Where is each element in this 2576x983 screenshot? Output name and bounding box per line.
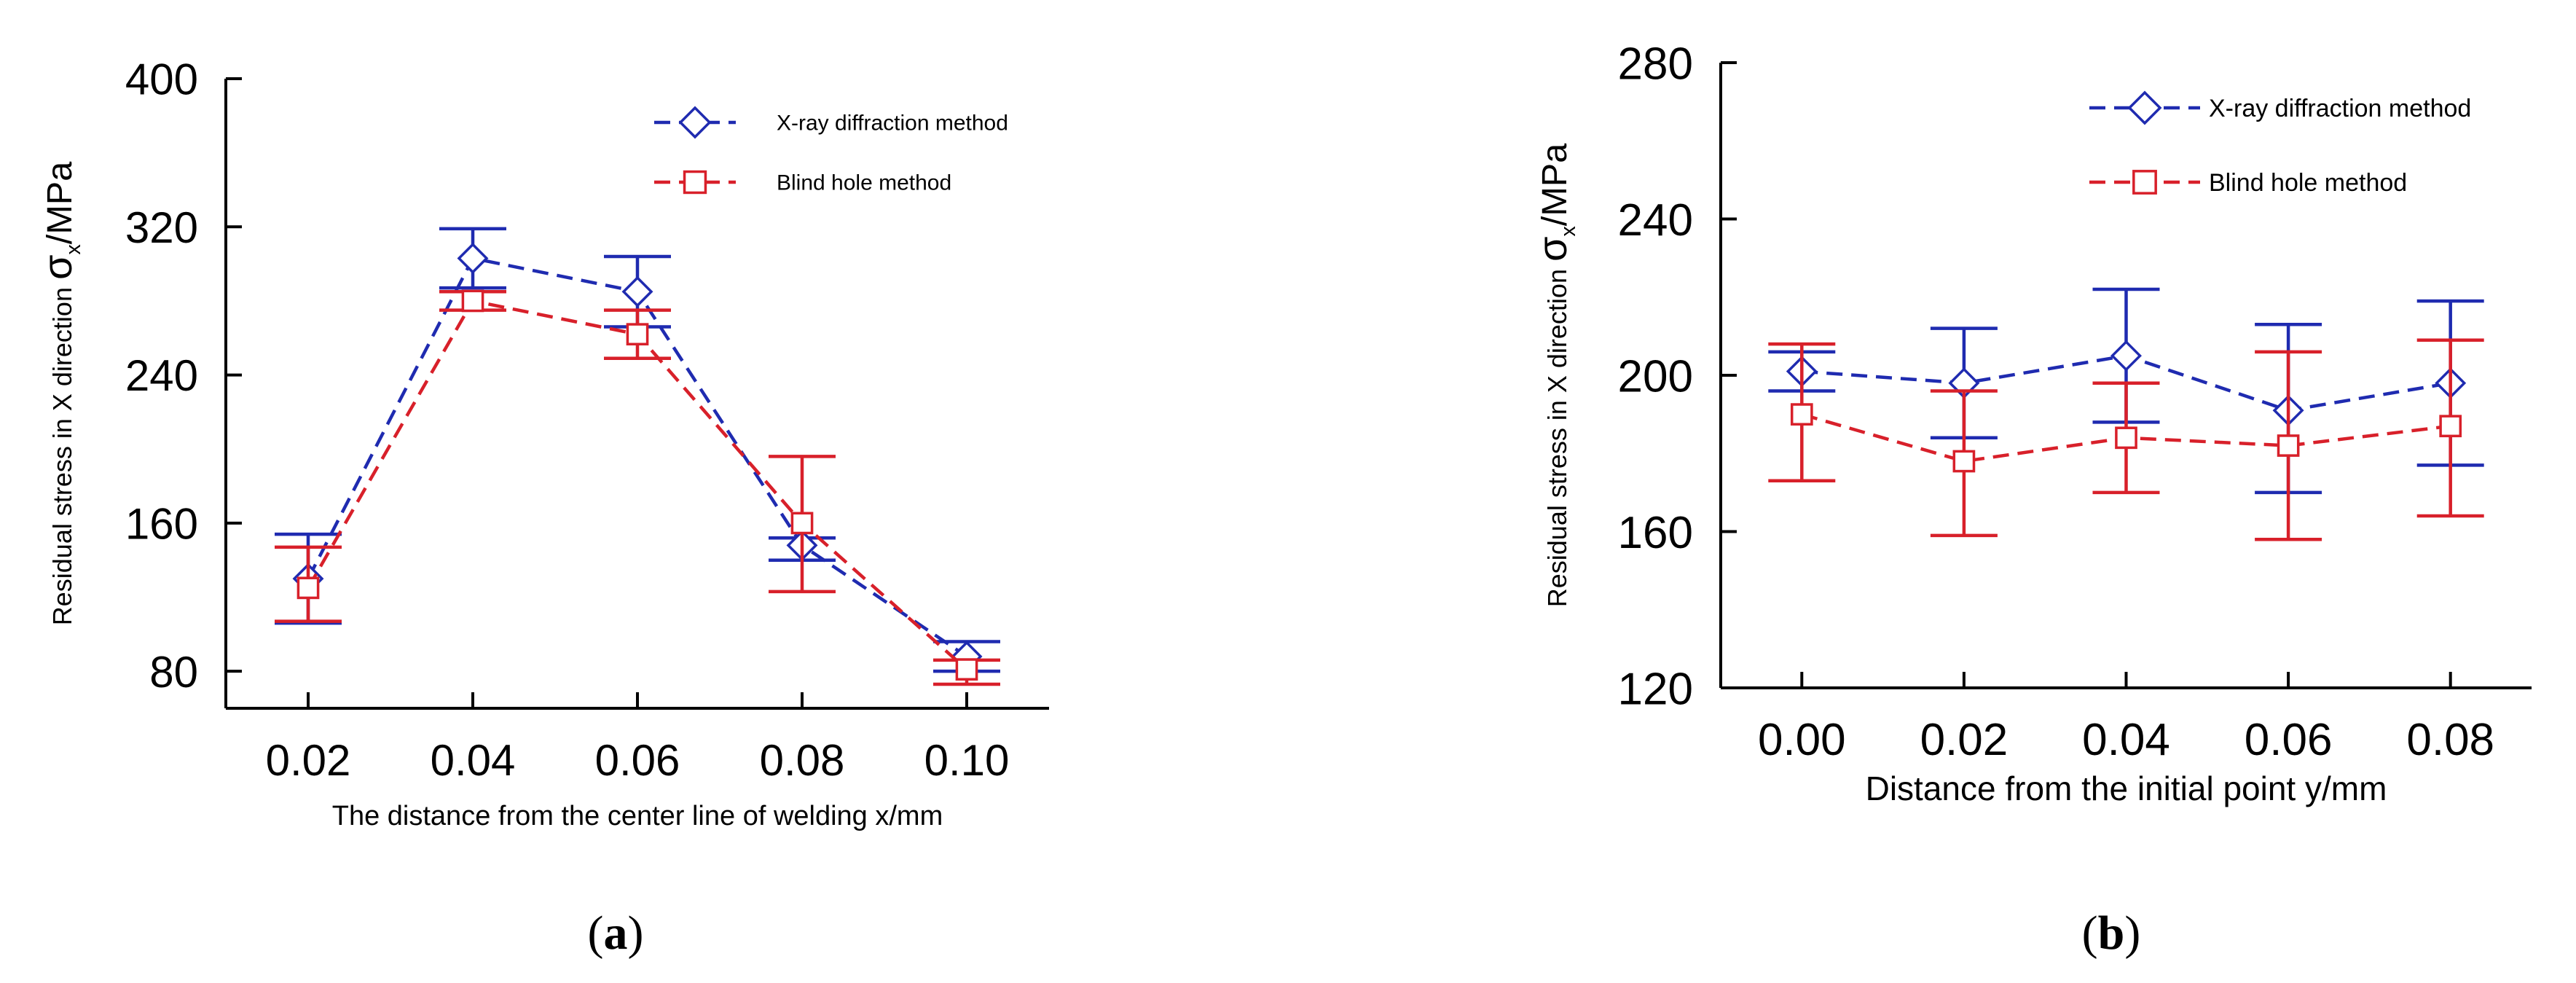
panel-label-letter: b <box>2098 906 2125 960</box>
y-axis-label-symbol: σ <box>34 255 80 280</box>
data-point-square <box>461 289 484 313</box>
y-tick-label: 280 <box>1618 39 1693 89</box>
data-point-diamond <box>2110 340 2142 372</box>
data-point-square <box>297 576 320 600</box>
series-blind-hole <box>275 289 1000 686</box>
chart-panel-b: 120 160 200 240 280 0.00 0.02 0.04 0.06 0.08 Dista… <box>1529 39 2532 960</box>
y-tick-label: 400 <box>125 55 198 104</box>
legend-label: X-ray diffraction method <box>777 111 1008 136</box>
y-axis-label: Residual stress in X direction σx/MPa <box>34 161 85 625</box>
data-point-square <box>2115 426 2137 450</box>
y-tick-label: 200 <box>1618 351 1693 402</box>
panel-label-letter: a <box>604 906 628 960</box>
x-tick-label: 0.10 <box>924 736 1010 785</box>
legend-label: Blind hole method <box>2209 169 2407 197</box>
x-tick-label: 0.04 <box>2082 715 2170 765</box>
legend-label: Blind hole method <box>777 171 951 195</box>
data-point-square <box>1790 403 1813 426</box>
legend-label: X-ray diffraction method <box>2209 95 2471 122</box>
y-tick-label: 320 <box>125 203 198 252</box>
legend-marker-diamond <box>678 106 712 139</box>
y-tick-label: 160 <box>1618 508 1693 558</box>
legend: X-ray diffraction method Blind hole metho… <box>654 106 1008 195</box>
panel-label-open: ( <box>2082 906 2098 960</box>
x-tick-label: 0.02 <box>1920 715 2008 765</box>
data-point-square <box>2439 415 2462 438</box>
y-axis-label-main: Residual stress in X direction <box>47 280 77 625</box>
y-axis-label: Residual stress in X direction σx/MPa <box>1529 143 1580 607</box>
x-axis-label: Distance from the initial point y/mm <box>1866 769 2387 807</box>
y-axis-label-unit: /MPa <box>40 161 79 244</box>
legend-marker-square <box>683 170 707 195</box>
x-tick-label: 0.06 <box>2245 715 2333 765</box>
y-axis-label-subscript: x <box>62 244 85 255</box>
y-tick-label: 160 <box>125 499 198 548</box>
legend-marker-diamond <box>2127 90 2162 125</box>
series-blind-hole <box>1768 338 2484 541</box>
y-axis-label-subscript: x <box>1557 226 1580 237</box>
data-point-square <box>1952 450 1976 473</box>
data-point-square <box>790 512 814 535</box>
y-tick-label: 120 <box>1618 664 1693 714</box>
chart-panel-a: 80 160 240 320 400 0.02 0.04 0.06 0.08 0.10 The di… <box>34 55 1049 960</box>
series-xray <box>275 227 1000 673</box>
panel-label-open: ( <box>588 906 604 960</box>
y-axis-label-unit: /MPa <box>1535 143 1574 226</box>
x-tick-label: 0.04 <box>431 736 516 785</box>
x-tick-label: 0.08 <box>2406 715 2494 765</box>
y-axis-label-main: Residual stress in X direction <box>1542 262 1572 607</box>
y-tick-label: 240 <box>125 351 198 400</box>
x-tick-label: 0.08 <box>760 736 845 785</box>
y-tick-label: 240 <box>1618 195 1693 246</box>
data-point-diamond <box>457 243 489 274</box>
data-point-square <box>2277 434 2300 457</box>
panel-label-close: ) <box>2124 906 2140 960</box>
y-tick-label: 80 <box>149 648 198 697</box>
data-point-square <box>955 658 978 681</box>
data-point-square <box>626 323 649 346</box>
x-tick-label: 0.02 <box>266 736 351 785</box>
x-tick-label: 0.00 <box>1758 715 1846 765</box>
legend-marker-square <box>2132 170 2157 195</box>
x-tick-label: 0.06 <box>595 736 680 785</box>
panel-label: (a) <box>588 906 644 960</box>
data-point-diamond <box>621 275 653 308</box>
y-axis-label-symbol: σ <box>1529 237 1575 262</box>
panel-label: (b) <box>2082 906 2141 960</box>
legend: X-ray diffraction method Blind hole metho… <box>2089 90 2471 197</box>
panel-label-close: ) <box>628 906 644 960</box>
x-axis-label: The distance from the center line of wel… <box>332 801 943 831</box>
